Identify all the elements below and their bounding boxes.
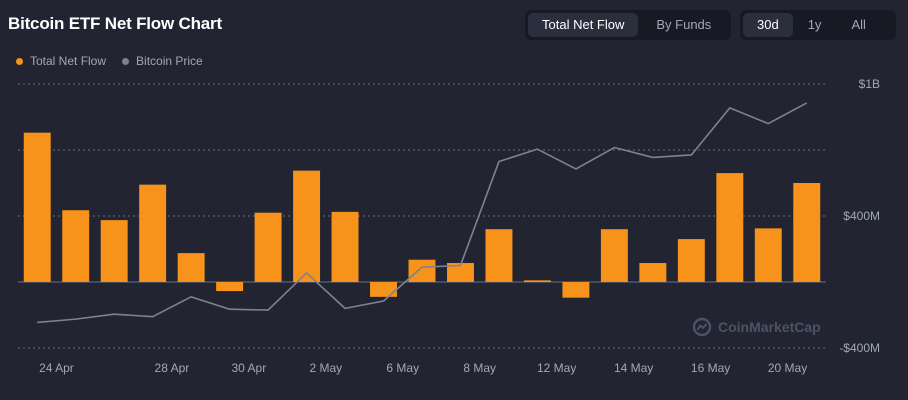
x-tick-label: 12 May bbox=[537, 361, 576, 375]
net-flow-bar[interactable] bbox=[293, 170, 321, 282]
range-toggle: 30d 1y All bbox=[740, 10, 896, 40]
net-flow-bar[interactable] bbox=[677, 239, 705, 282]
net-flow-bar[interactable] bbox=[23, 132, 51, 282]
net-flow-bar[interactable] bbox=[485, 229, 513, 282]
x-tick-label: 30 Apr bbox=[232, 361, 267, 375]
legend-dot-orange-icon bbox=[16, 57, 23, 65]
coinmarketcap-logo-icon bbox=[692, 317, 712, 337]
net-flow-bar[interactable] bbox=[600, 229, 628, 282]
net-flow-bar[interactable] bbox=[408, 259, 436, 282]
x-tick-label: 8 May bbox=[463, 361, 496, 375]
y-tick-label: $400M bbox=[843, 209, 880, 223]
legend-item-bitcoin-price[interactable]: Bitcoin Price bbox=[122, 54, 203, 68]
net-flow-bar[interactable] bbox=[716, 173, 744, 282]
net-flow-bar[interactable] bbox=[562, 282, 590, 298]
watermark: CoinMarketCap bbox=[692, 317, 821, 337]
tab-range-all[interactable]: All bbox=[851, 17, 866, 32]
tab-by-funds[interactable]: By Funds bbox=[656, 17, 712, 32]
net-flow-bar[interactable] bbox=[793, 183, 821, 282]
tab-range-30d[interactable]: 30d bbox=[743, 13, 793, 37]
legend-label: Total Net Flow bbox=[30, 54, 107, 68]
legend-label: Bitcoin Price bbox=[136, 54, 203, 68]
net-flow-bar[interactable] bbox=[254, 212, 282, 282]
legend-item-total-net-flow[interactable]: Total Net Flow bbox=[16, 54, 106, 68]
watermark-label: CoinMarketCap bbox=[718, 319, 821, 335]
tab-total-net-flow[interactable]: Total Net Flow bbox=[528, 13, 639, 37]
x-tick-label: 20 May bbox=[768, 361, 807, 375]
x-tick-label: 16 May bbox=[691, 361, 730, 375]
page-title: Bitcoin ETF Net Flow Chart bbox=[8, 14, 222, 33]
y-tick-label: -$400M bbox=[839, 341, 880, 355]
x-tick-label: 6 May bbox=[386, 361, 419, 375]
x-tick-label: 14 May bbox=[614, 361, 653, 375]
x-tick-label: 28 Apr bbox=[155, 361, 190, 375]
y-tick-label: $1B bbox=[859, 77, 880, 91]
net-flow-bar[interactable] bbox=[523, 280, 551, 282]
net-flow-bar[interactable] bbox=[216, 282, 244, 292]
chart-legend: Total Net Flow Bitcoin Price bbox=[16, 54, 203, 68]
x-tick-label: 2 May bbox=[309, 361, 342, 375]
net-flow-bar[interactable] bbox=[639, 263, 667, 282]
net-flow-bar[interactable] bbox=[139, 184, 167, 282]
legend-dot-grey-icon bbox=[122, 57, 130, 65]
x-tick-label: 24 Apr bbox=[39, 361, 74, 375]
net-flow-bar[interactable] bbox=[62, 210, 90, 282]
net-flow-bar[interactable] bbox=[370, 282, 397, 297]
net-flow-bar[interactable] bbox=[331, 211, 359, 282]
net-flow-bar[interactable] bbox=[754, 228, 782, 282]
net-flow-bar[interactable] bbox=[177, 253, 205, 282]
net-flow-bar[interactable] bbox=[447, 263, 474, 282]
view-toggle: Total Net Flow By Funds bbox=[525, 10, 731, 40]
tab-range-1y[interactable]: 1y bbox=[807, 17, 822, 32]
bitcoin-price-line[interactable] bbox=[37, 102, 808, 324]
net-flow-bar[interactable] bbox=[100, 220, 128, 282]
